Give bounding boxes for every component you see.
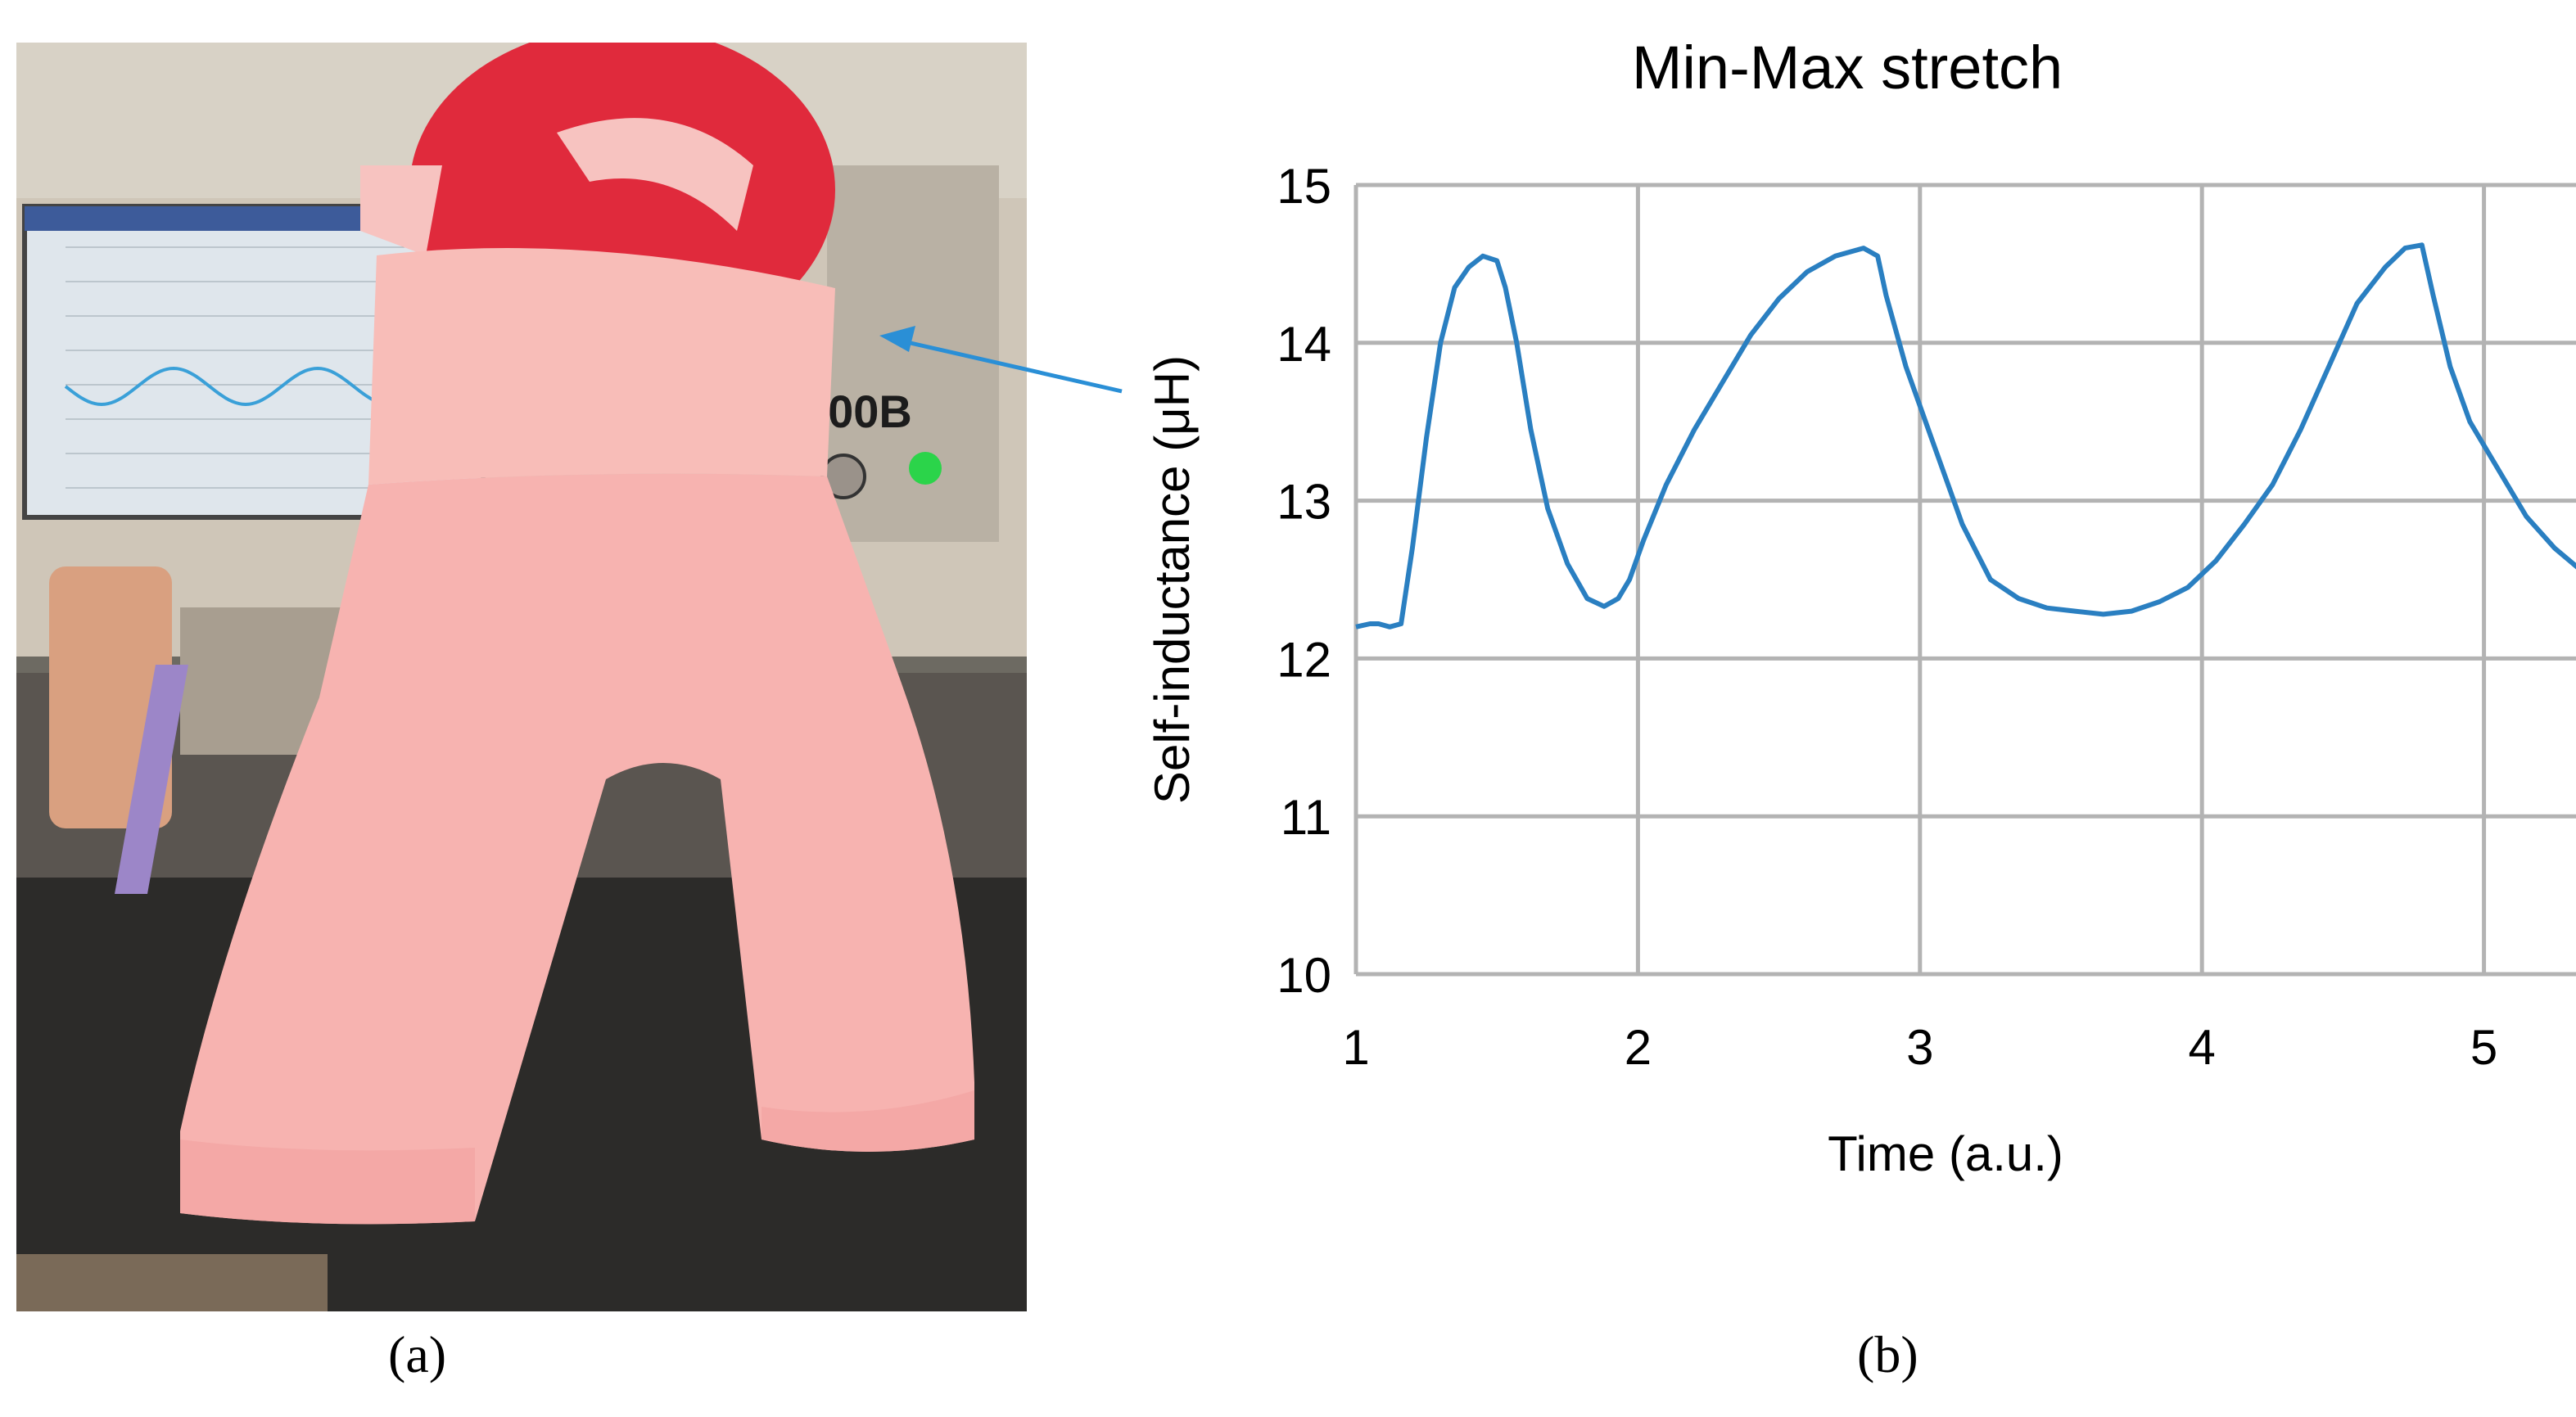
pants-cuff-right — [762, 1090, 974, 1152]
x-tick-label: 4 — [2189, 1020, 2216, 1075]
inductance-chart: Min-Max stretch 123456101112131415 Time … — [1145, 34, 2576, 1181]
knit-swatch-purple — [115, 665, 188, 894]
photo-panel: 600B — [16, 43, 1027, 1311]
pants-cuff-left — [180, 1139, 475, 1225]
pants-body — [180, 473, 974, 1225]
x-axis-title: Time (a.u.) — [1828, 1126, 2063, 1181]
pants-waistband — [368, 248, 835, 485]
y-tick-label: 14 — [1277, 317, 1331, 372]
caption-a: (a) — [388, 1325, 447, 1383]
x-tick-label: 5 — [2470, 1020, 2497, 1075]
y-axis-title: Self-inductance (μH) — [1145, 355, 1200, 804]
y-tick-label: 10 — [1277, 948, 1331, 1003]
y-tick-label: 12 — [1277, 632, 1331, 687]
knitted-pants-photo: 600B — [16, 43, 1027, 1311]
y-tick-label: 11 — [1281, 790, 1331, 845]
caption-b: (b) — [1857, 1325, 1918, 1383]
power-led — [909, 452, 942, 485]
pants-strap-right — [557, 118, 753, 231]
y-tick-label: 15 — [1277, 159, 1331, 214]
series-line — [1355, 242, 2576, 630]
tick-labels: 123456101112131415 — [1277, 159, 2497, 1075]
x-tick-label: 1 — [1342, 1020, 1369, 1075]
x-tick-label: 3 — [1906, 1020, 1933, 1075]
chart-title: Min-Max stretch — [1632, 34, 2063, 102]
pants-strap-left — [360, 165, 442, 255]
cardboard-box — [16, 1254, 328, 1311]
x-tick-label: 2 — [1625, 1020, 1652, 1075]
screen-waveform — [64, 366, 400, 407]
y-tick-label: 13 — [1277, 475, 1331, 530]
grid — [1354, 183, 2576, 977]
